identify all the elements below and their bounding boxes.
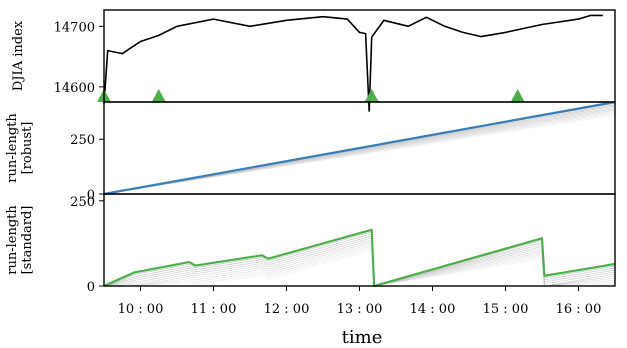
x-tick-label: 13 : 00	[337, 302, 383, 317]
y-axis-label-line: DJIA index	[11, 20, 26, 91]
x-tick-label: 15 : 00	[483, 302, 529, 317]
panel-1-frame	[103, 9, 616, 103]
panel-3-ylabel: run-length [standard]	[5, 205, 35, 275]
panel-2-series-line	[103, 100, 616, 196]
y-axis-label-line: run-length	[5, 205, 20, 275]
y-tick-label: 14700	[54, 20, 95, 35]
background-streak	[103, 113, 616, 195]
x-tick-label: 10 : 00	[118, 302, 164, 317]
y-tick-label: 0	[87, 280, 95, 295]
x-tick-label: 12 : 00	[264, 302, 310, 317]
panel-2: 0 250 run-length [robust]	[5, 100, 616, 203]
y-axis-label-line: [robust]	[20, 122, 35, 175]
panel-3: 0 250 run-length [standard]	[5, 193, 616, 295]
changepoint-marker	[151, 89, 166, 102]
x-tick-label: 16 : 00	[556, 302, 602, 317]
x-tick-label: 11 : 00	[191, 302, 237, 317]
background-streak	[103, 109, 616, 195]
panel-1: 14600 14700 DJIA index	[11, 9, 616, 112]
y-tick-label: 14600	[54, 81, 95, 96]
y-tick-label: 250	[70, 133, 95, 148]
panel-3-series-line	[103, 228, 616, 288]
panel-1-ylabel: DJIA index	[11, 20, 26, 91]
y-tick-label: 250	[70, 195, 95, 210]
background-streak	[103, 112, 616, 195]
x-axis: 10 : 00 11 : 00 12 : 00 13 : 00 14 : 00 15 : …	[118, 286, 602, 317]
x-axis-title: time	[342, 327, 383, 348]
y-axis-label-line: run-length	[5, 113, 20, 183]
background-streak	[103, 114, 616, 195]
y-tick-label: 0	[87, 188, 95, 203]
changepoint-marker	[364, 89, 379, 102]
background-streak	[103, 110, 616, 195]
panel-1-series-line	[103, 14, 603, 112]
x-tick-label: 14 : 00	[410, 302, 456, 317]
changepoint-marker	[510, 89, 525, 102]
panel-2-ylabel: run-length [robust]	[5, 113, 35, 183]
y-axis-label-line: [standard]	[20, 206, 35, 275]
